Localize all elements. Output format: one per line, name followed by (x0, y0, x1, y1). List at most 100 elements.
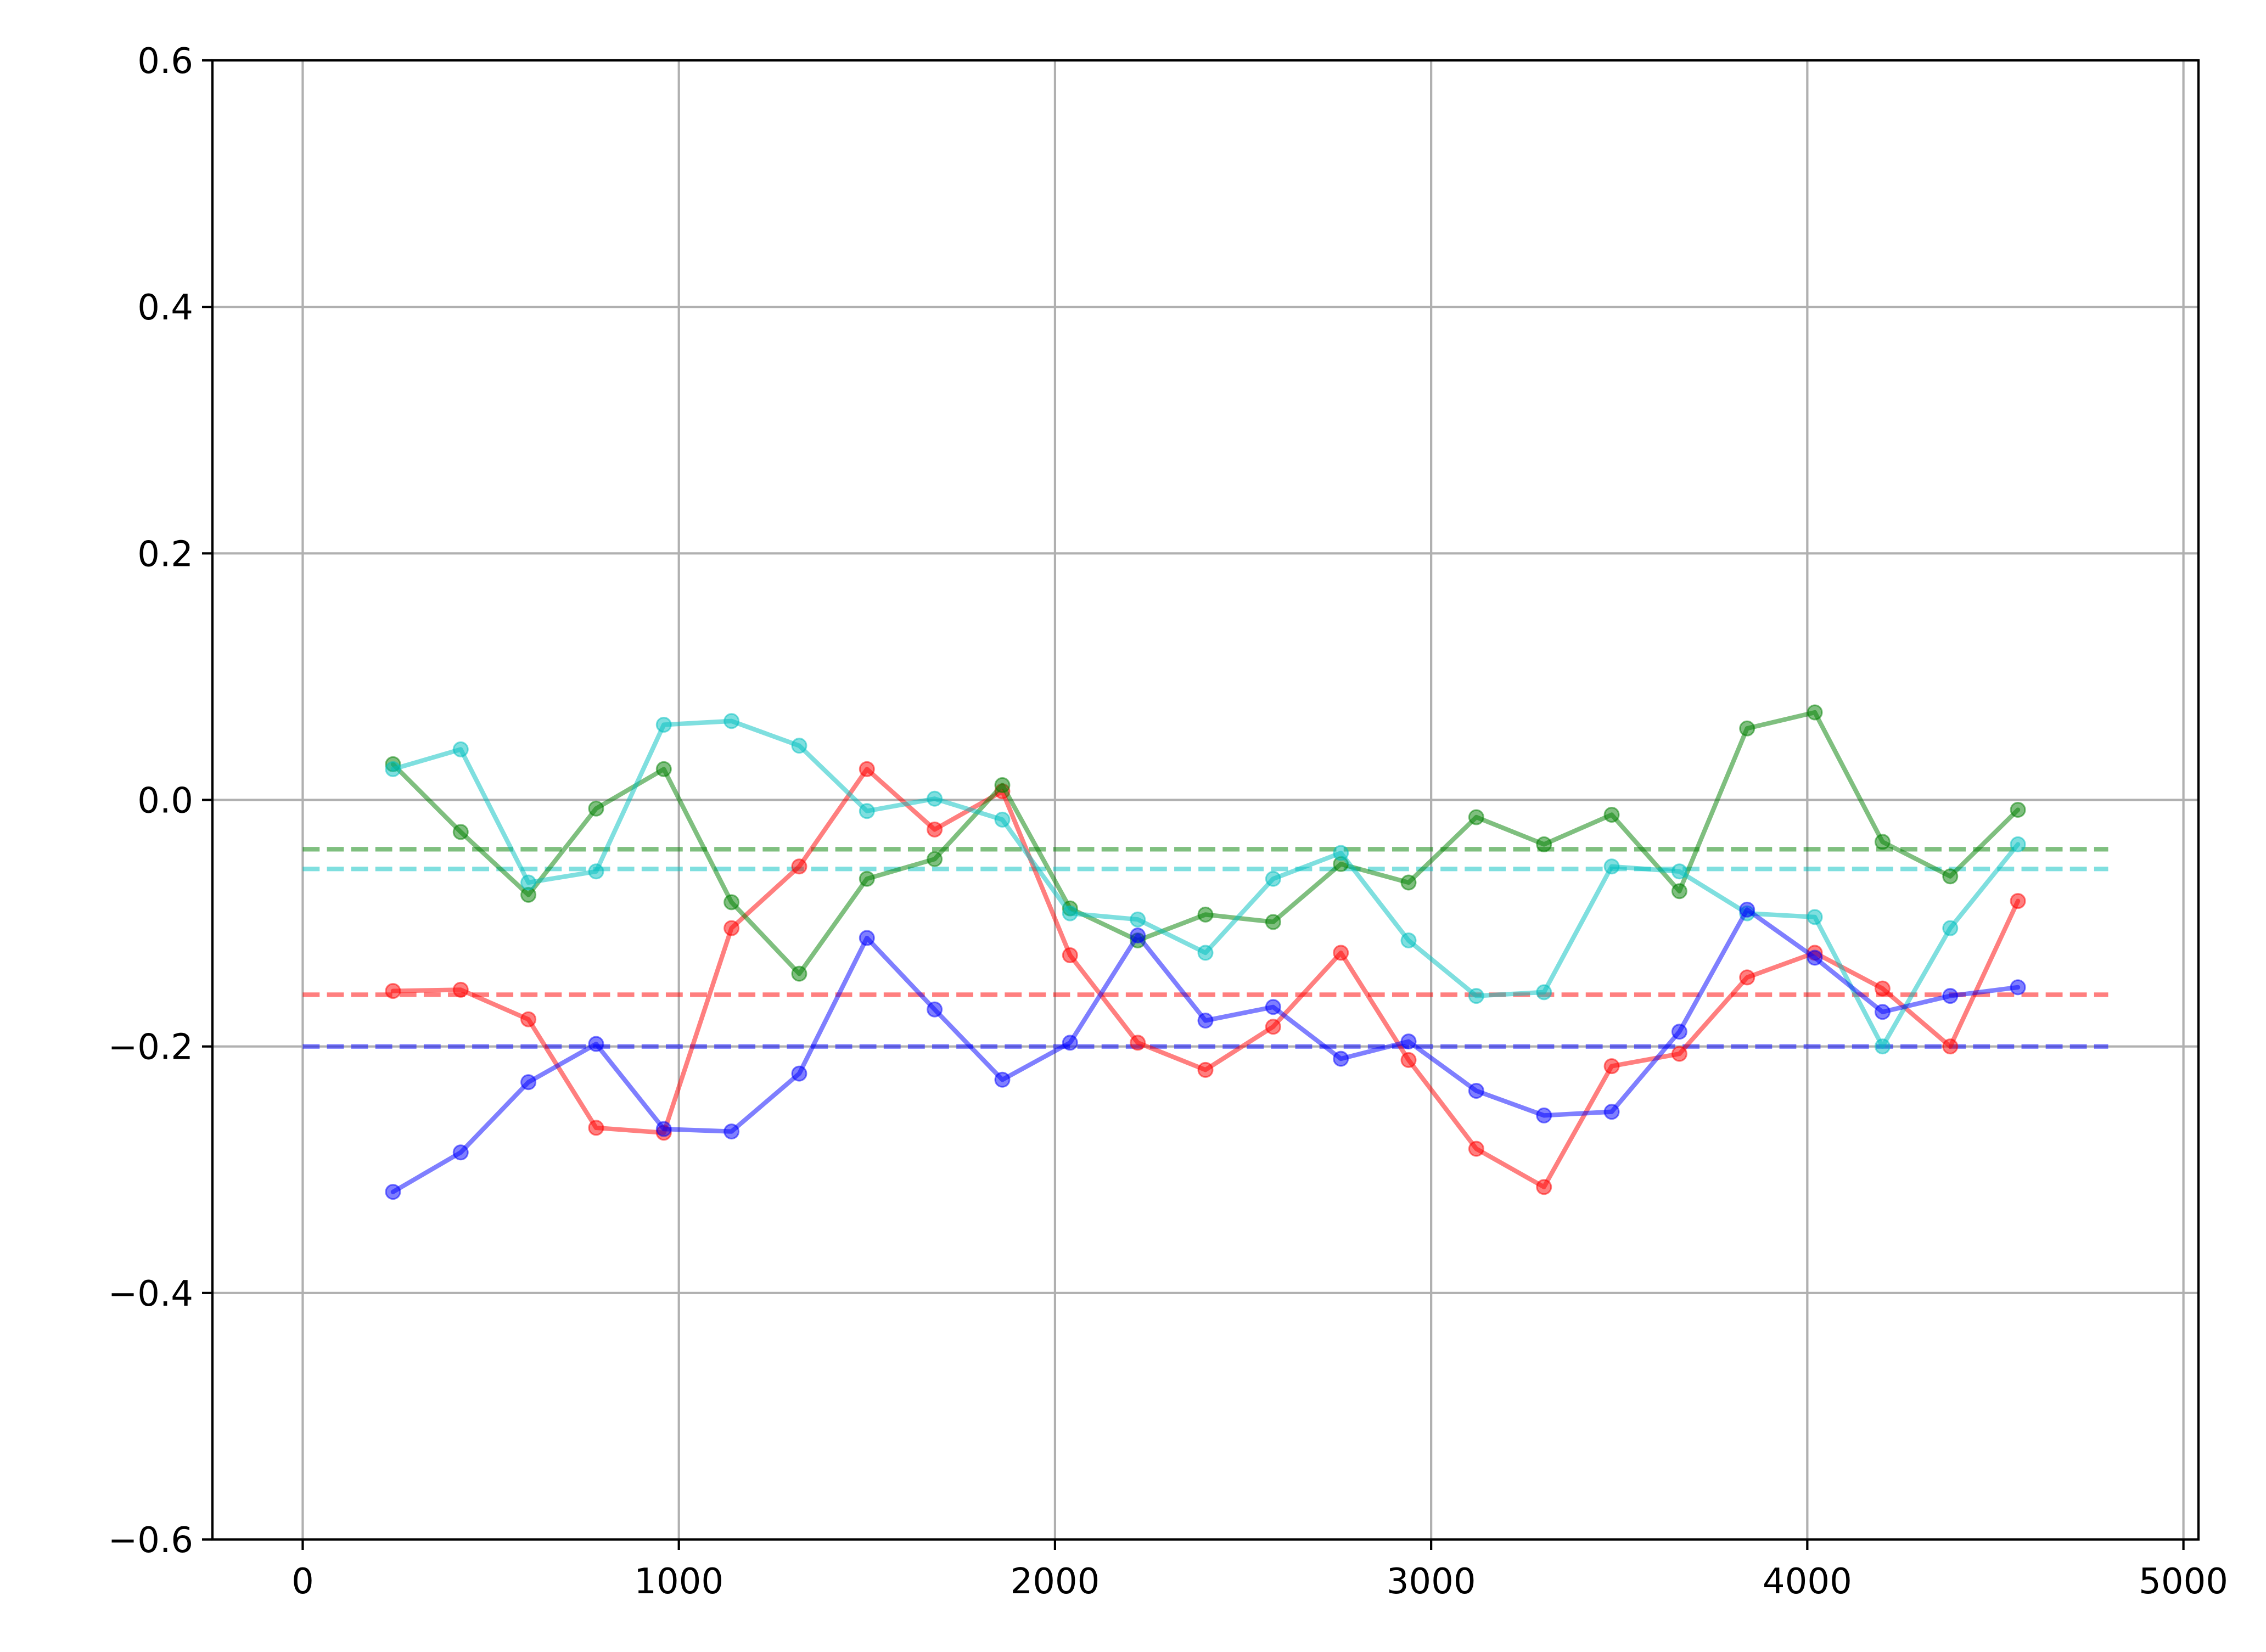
data-point (1400, 874, 1417, 891)
data-point (1197, 906, 1214, 923)
data-point (588, 863, 604, 880)
data-point (385, 1184, 401, 1200)
y-tick-label: 0.4 (137, 288, 193, 328)
data-point (1942, 920, 1959, 936)
data-point (791, 965, 807, 982)
y-tick-label: −0.4 (108, 1274, 193, 1314)
data-point (1807, 949, 1823, 966)
data-point (1197, 945, 1214, 961)
x-tick-label: 2000 (1010, 1561, 1100, 1602)
data-point (452, 1144, 469, 1161)
data-point (859, 870, 875, 887)
data-point (1333, 945, 1349, 961)
y-tick-label: 0.6 (137, 41, 193, 82)
data-point (1942, 988, 1959, 1004)
series-4 (385, 901, 2026, 1200)
data-point (1265, 999, 1281, 1015)
tick-marks-and-labels: 0 1000 2000 3000 4000 5000 −0.6 −0.4 −0.2 0.0 0.2 0… (108, 41, 2228, 1602)
data-point (1671, 883, 1687, 900)
data-point (1265, 870, 1281, 887)
data-point (1197, 1013, 1214, 1029)
data-point (1468, 809, 1484, 825)
y-tick-label: 0.0 (137, 781, 193, 822)
data-point (2010, 893, 2026, 909)
data-point (1739, 901, 1755, 918)
data-point (655, 717, 672, 733)
data-point (723, 894, 740, 911)
data-point (1536, 1107, 1552, 1123)
y-tick-label: 0.2 (137, 534, 193, 575)
data-point (1603, 1104, 1620, 1120)
data-point (452, 981, 469, 998)
data-point (655, 1121, 672, 1137)
data-point (1197, 1061, 1214, 1078)
data-point (655, 761, 672, 777)
data-point (1671, 863, 1687, 880)
data-point (1942, 1038, 1959, 1055)
data-point (859, 803, 875, 819)
data-point (723, 1123, 740, 1140)
data-point (1400, 1033, 1417, 1050)
data-point (1807, 704, 1823, 721)
data-point (1130, 928, 1146, 944)
y-tick-label: −0.2 (108, 1027, 193, 1068)
x-tick-label: 0 (291, 1561, 314, 1602)
data-point (1807, 909, 1823, 925)
data-point (1130, 911, 1146, 928)
data-point (452, 741, 469, 757)
data-point (1468, 1083, 1484, 1099)
data-point (927, 1001, 943, 1018)
data-point (1874, 980, 1891, 997)
x-tick-label: 1000 (634, 1561, 723, 1602)
data-point (452, 824, 469, 840)
data-point (2010, 979, 2026, 996)
series-1 (385, 761, 2026, 1195)
data-point (1265, 914, 1281, 930)
data-point (385, 983, 401, 999)
data-point (994, 1071, 1011, 1088)
data-point (1400, 1052, 1417, 1068)
data-point (1468, 1140, 1484, 1157)
data-point (994, 777, 1011, 794)
data-point (1874, 1004, 1891, 1020)
y-tick-label: −0.6 (108, 1520, 193, 1561)
series-2 (385, 704, 2026, 982)
data-point (994, 811, 1011, 828)
data-point (1333, 1050, 1349, 1067)
data-point (1671, 1024, 1687, 1040)
data-point (1062, 1035, 1078, 1051)
data-point (927, 821, 943, 838)
data-point (1739, 720, 1755, 737)
data-point (588, 1120, 604, 1136)
data-point (1603, 1058, 1620, 1075)
data-point (1874, 834, 1891, 850)
data-point (520, 874, 537, 891)
data-point (520, 1074, 537, 1091)
data-point (1603, 806, 1620, 823)
data-point (588, 800, 604, 817)
data-point (1265, 1019, 1281, 1035)
x-tick-label: 5000 (2139, 1561, 2228, 1602)
data-point (723, 920, 740, 936)
data-point (791, 1065, 807, 1082)
data-point (1536, 836, 1552, 852)
data-point (520, 1011, 537, 1027)
data-point (1468, 988, 1484, 1004)
data-point (1671, 1046, 1687, 1062)
data-point (1333, 845, 1349, 861)
data-point (385, 761, 401, 777)
data-point (1874, 1038, 1891, 1055)
data-point (859, 930, 875, 946)
data-point (1062, 947, 1078, 963)
data-point (1942, 868, 1959, 885)
data-point (927, 851, 943, 867)
x-tick-label: 3000 (1387, 1561, 1476, 1602)
data-point (723, 713, 740, 729)
data-point (1400, 932, 1417, 949)
data-point (1536, 984, 1552, 1001)
data-point (791, 738, 807, 754)
data-point (1062, 905, 1078, 921)
data-point (859, 761, 875, 777)
